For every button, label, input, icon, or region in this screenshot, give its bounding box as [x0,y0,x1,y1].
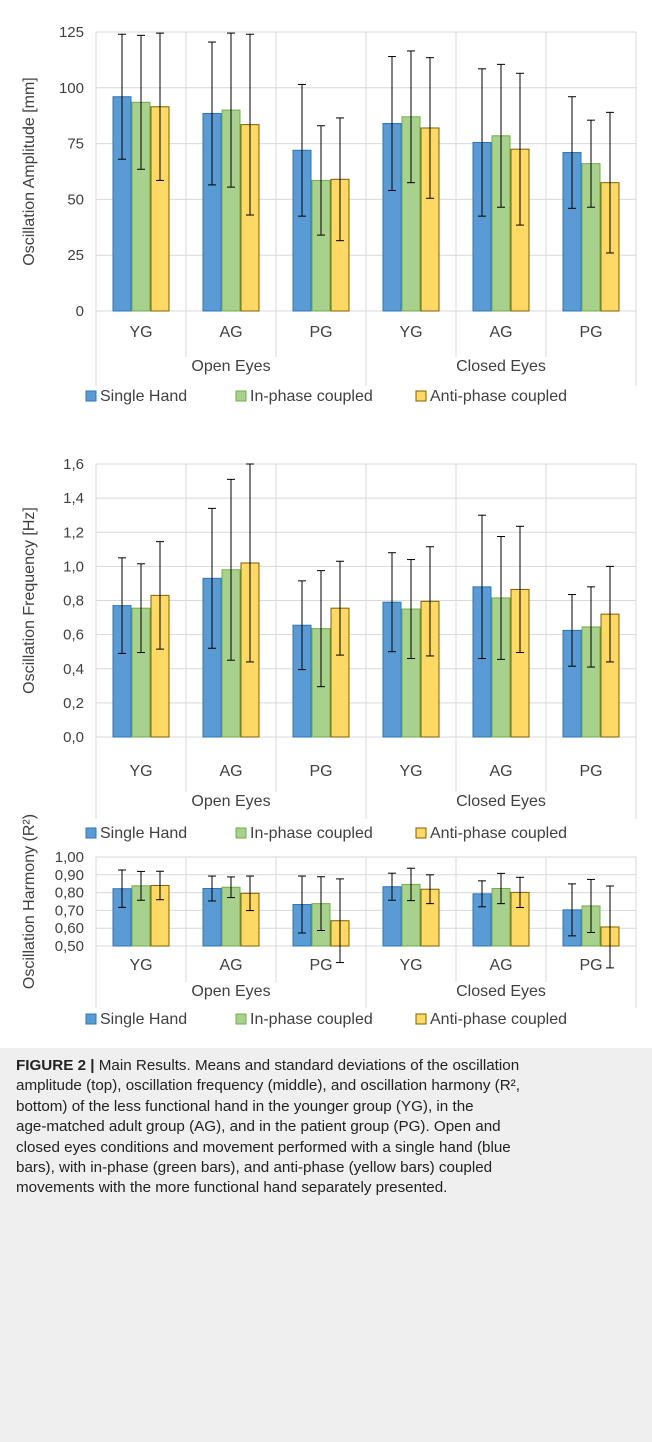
category-label: AG [219,957,242,974]
legend-label: In-phase coupled [250,1011,373,1028]
group-label: Open Eyes [191,983,270,1000]
category-label: PG [309,763,332,780]
category-label: YG [129,324,152,341]
group-label: Open Eyes [191,793,270,810]
figure: 0 25 50 75 100 125 YG AG PG YG AG PG Open Eyes Closed… [21,24,637,1028]
caption-label: FIGURE 2 | [16,1057,95,1074]
y-tick-label: 25 [67,247,84,264]
y-tick-label: 0,0 [63,729,84,746]
caption-line: age-matched adult group (AG), and in the… [16,1118,501,1136]
category-label: YG [399,957,422,974]
legend-swatch [235,390,247,402]
y-tick-label: 0 [76,303,84,320]
category-label: AG [219,763,242,780]
legend-label: Anti-phase coupled [430,825,567,842]
legend-swatch [415,1013,427,1025]
legend-swatch [235,1013,247,1025]
group-label: Closed Eyes [456,793,546,810]
category-label: PG [579,763,602,780]
category-label: YG [399,324,422,341]
legend-label: Anti-phase coupled [430,388,567,405]
y-tick-label: 0,70 [55,902,84,919]
y-tick-label: 100 [59,80,84,97]
y-axis-label: Oscillation Harmony (R²) [21,814,38,989]
category-label: AG [219,324,242,341]
legend-swatch [415,390,427,402]
y-tick-label: 125 [59,24,84,41]
caption-line: Main Results. Means and standard deviati… [94,1057,520,1074]
legend-label: In-phase coupled [250,388,373,405]
y-tick-label: 1,2 [63,524,84,541]
y-tick-label: 0,6 [63,627,84,644]
category-label: PG [579,957,602,974]
y-tick-label: 0,4 [63,661,84,678]
group-label: Closed Eyes [456,358,546,375]
y-axis-label: Oscillation Frequency [Hz] [21,507,38,694]
legend-swatch [85,390,97,402]
legend-swatch [85,827,97,839]
y-tick-label: 1,6 [63,456,84,473]
y-tick-label: 1,4 [63,490,84,507]
group-label: Closed Eyes [456,983,546,1000]
category-label: YG [399,763,422,780]
caption-line: movements with the more functional hand … [16,1179,448,1197]
legend-swatch [235,827,247,839]
legend-label: Single Hand [100,388,187,405]
legend-label: Anti-phase coupled [430,1011,567,1028]
y-tick-label: 0,2 [63,695,84,712]
legend-swatch [415,827,427,839]
caption-box: FIGURE 2 | Main Results. Means and stand… [0,1048,652,1442]
category-label: YG [129,763,152,780]
category-label: PG [579,324,602,341]
y-tick-label: 0,80 [55,885,84,902]
y-tick-label: 0,8 [63,593,84,610]
caption-line: bars), with in-phase (green bars), and a… [16,1159,493,1177]
legend-swatch [85,1013,97,1025]
caption-line: closed eyes conditions and movement perf… [16,1138,511,1156]
y-axis-label: Oscillation Amplitude [mm] [21,77,38,266]
y-tick-label: 75 [67,136,84,153]
caption-line: bottom) of the less functional hand in t… [16,1097,474,1115]
category-label: AG [489,763,512,780]
y-tick-label: 0,50 [55,938,84,955]
category-label: PG [309,324,332,341]
legend-label: Single Hand [100,825,187,842]
y-tick-label: 0,90 [55,867,84,884]
y-tick-label: 50 [67,191,84,208]
charts-canvas: 0 25 50 75 100 125 YG AG PG YG AG PG Open Eyes Closed… [21,24,637,1028]
category-label: PG [309,957,332,974]
category-label: YG [129,957,152,974]
legend-label: In-phase coupled [250,825,373,842]
group-label: Open Eyes [191,358,270,375]
figure-caption: FIGURE 2 | Main Results. Means and stand… [16,1056,638,1199]
y-tick-label: 1,00 [55,849,84,866]
caption-line: amplitude (top), oscillation frequency (… [16,1077,520,1095]
y-tick-label: 1,0 [63,558,84,575]
legend-label: Single Hand [100,1011,187,1028]
category-label: AG [489,324,512,341]
category-label: AG [489,957,512,974]
y-tick-label: 0,60 [55,920,84,937]
